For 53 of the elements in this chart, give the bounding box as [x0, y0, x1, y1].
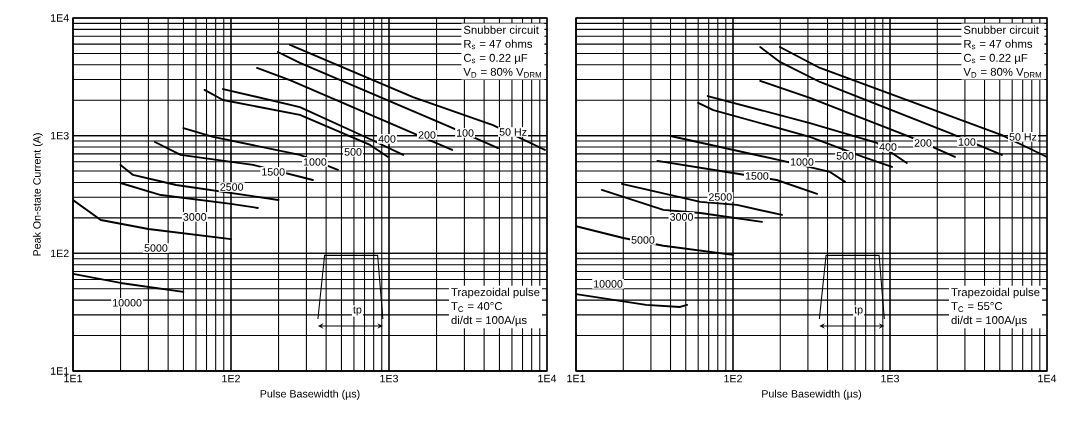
- y-tick-label: 1E4: [51, 14, 69, 22]
- x-tick-label: 1E2: [724, 374, 742, 383]
- x-tick-label: 1E1: [567, 374, 585, 383]
- annotation: R$_{s}$ = 47 ohms: [964, 39, 1033, 50]
- annotation: Trapezoidal pulse: [951, 287, 1040, 299]
- x-tick-label: 1E4: [1038, 374, 1057, 383]
- annotation: 400: [879, 143, 897, 151]
- annotation: R$_{s}$ = 47 ohms: [464, 39, 533, 50]
- annotation: 1000: [790, 158, 814, 166]
- annotation: 100: [958, 138, 976, 146]
- annotation: 500: [344, 148, 362, 156]
- y-tick-label: 1E1: [51, 367, 69, 375]
- annotation: 2500: [220, 183, 244, 191]
- annotation: 10000: [113, 299, 142, 307]
- annotation: tp: [854, 306, 863, 316]
- x-axis-title: Pulse Basewidth (µs): [260, 389, 360, 400]
- annotation: T$_{C}$ = 55°C: [951, 302, 1003, 312]
- annotation: 50 Hz: [499, 128, 527, 136]
- annotation: 2500: [708, 193, 732, 201]
- y-axis-title: Peak On-state Current (A): [32, 133, 43, 256]
- annotation: 1500: [745, 172, 769, 180]
- x-tick-label: 1E4: [538, 374, 557, 383]
- annotation: 5000: [631, 236, 655, 244]
- annotation: di/dt = 100A/µs: [451, 315, 527, 327]
- annotation: Trapezoidal pulse: [451, 287, 540, 299]
- annotation: 100: [456, 129, 474, 137]
- x-tick-label: 1E2: [222, 374, 240, 383]
- annotation: di/dt = 100A/µs: [951, 315, 1027, 327]
- annotation: 50 Hz: [1009, 133, 1037, 141]
- annotation: 1000: [303, 158, 327, 166]
- annotation: Snubber circuit: [463, 25, 539, 34]
- annotation: 400: [378, 135, 396, 143]
- annotation: T$_{C}$ = 40°C: [451, 302, 503, 312]
- annotation: V$_{D}$ = 80% V$_{DRM}$: [963, 67, 1042, 78]
- x-tick-label: 1E3: [881, 374, 900, 383]
- x-tick-label: 1E1: [64, 374, 82, 383]
- x-tick-label: 1E3: [380, 374, 399, 383]
- y-tick-label: 1E2: [51, 249, 69, 258]
- annotation: 500: [836, 152, 854, 160]
- annotation: 5000: [144, 244, 168, 252]
- annotation: 200: [418, 131, 436, 139]
- x-axis-title: Pulse Basewidth (µs): [762, 389, 862, 400]
- y-tick-label: 1E3: [51, 131, 69, 140]
- annotation: C$_{s}$ = 0.22 µF: [963, 53, 1028, 65]
- annotation: 1500: [262, 168, 285, 176]
- annotation: V$_{D}$ = 80% V$_{DRM}$: [463, 67, 542, 78]
- annotation: 200: [914, 139, 932, 147]
- annotation: 10000: [594, 280, 623, 288]
- annotation: C$_{s}$ = 0.22 µF: [463, 53, 528, 65]
- annotation: 3000: [670, 213, 693, 221]
- annotation: 3000: [183, 213, 207, 221]
- annotation: tp: [353, 306, 362, 316]
- annotation: Snubber circuit: [963, 25, 1039, 34]
